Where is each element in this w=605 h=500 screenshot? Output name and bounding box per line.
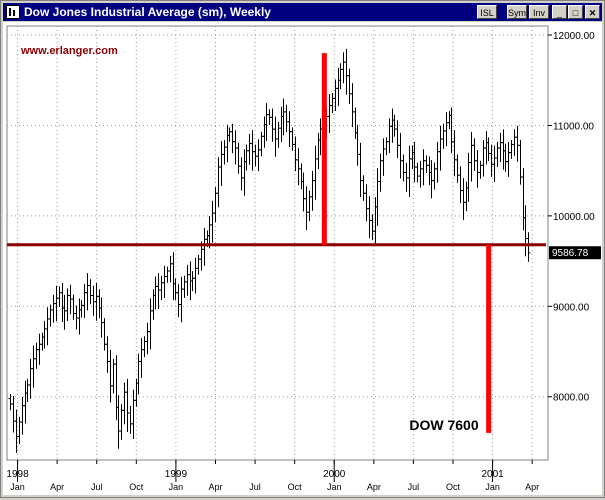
dow-7600-label: DOW 7600 [409, 417, 478, 433]
x-tick-label: Oct [288, 482, 303, 492]
x-tick-label: Apr [367, 482, 381, 492]
chart-area: DOW 7600 www.erlanger.com 8000.00 9000.00 1… [3, 22, 602, 495]
last-value-label: 9586.78 [552, 248, 589, 259]
close-button[interactable]: ✕ [585, 5, 600, 19]
price-bars [8, 48, 531, 453]
last-value-box [549, 246, 601, 260]
sym-button[interactable]: Sym [507, 5, 527, 19]
year-label: 2000 [323, 469, 346, 480]
y-tick-label: 9000.00 [553, 302, 590, 313]
inv-button[interactable]: Inv [529, 5, 549, 19]
grid [6, 25, 549, 461]
y-tick-label: 8000.00 [553, 393, 590, 404]
y-axis: 8000.00 9000.00 10000.00 11000.00 12000.00 95… [548, 31, 601, 404]
y-tick-label: 10000.00 [553, 212, 595, 223]
x-tick-label: Jul [91, 482, 103, 492]
x-tick-label: Jan [10, 482, 25, 492]
y-tick-label: 12000.00 [553, 31, 595, 42]
minimize-button[interactable]: _ [552, 5, 567, 19]
dow-weekly-chart: DOW 7600 www.erlanger.com 8000.00 9000.00 1… [6, 25, 601, 492]
measure-bar-up [321, 53, 327, 245]
annotations: DOW 7600 www.erlanger.com [7, 45, 546, 433]
x-tick-label: Jan [327, 482, 342, 492]
x-tick-label: Jul [249, 482, 261, 492]
x-tick-label: Jan [485, 482, 500, 492]
watermark: www.erlanger.com [20, 45, 118, 57]
x-tick-label: Jan [169, 482, 184, 492]
window-title: Dow Jones Industrial Average (sm), Weekl… [24, 5, 271, 19]
x-tick-label: Oct [446, 482, 461, 492]
year-label: 1998 [6, 469, 29, 480]
isl-button[interactable]: ISL [477, 5, 497, 19]
plot-frame [6, 25, 549, 461]
title-bar[interactable]: Dow Jones Industrial Average (sm), Weekl… [3, 3, 602, 21]
x-tick-label: Oct [129, 482, 144, 492]
year-label: 1999 [165, 469, 188, 480]
y-tick-label: 11000.00 [553, 121, 594, 132]
x-tick-label: Apr [208, 482, 222, 492]
maximize-button[interactable]: □ [568, 5, 583, 19]
year-label: 2001 [481, 469, 504, 480]
chart-app-icon [6, 5, 20, 19]
x-axis: Jan Apr Jul Oct Jan Apr Jul Oct Jan Apr Jul Oct Jan A… [6, 460, 539, 492]
x-tick-label: Apr [525, 482, 539, 492]
x-tick-label: Jul [408, 482, 420, 492]
measure-bar-down [486, 244, 492, 433]
x-tick-label: Apr [50, 482, 64, 492]
